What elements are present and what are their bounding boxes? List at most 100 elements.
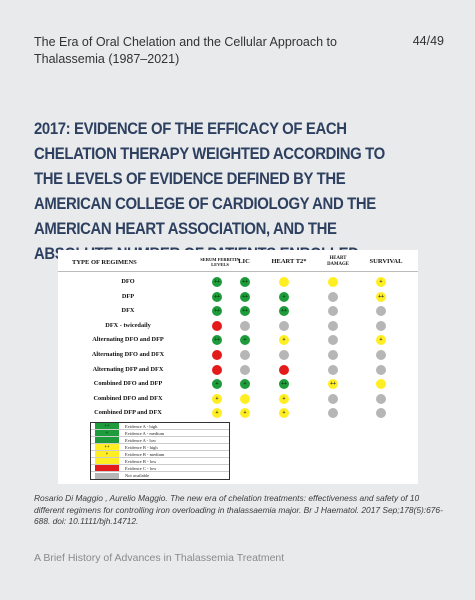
evidence-dot [328, 408, 338, 419]
slide-header: The Era of Oral Chelation and the Cellul… [34, 34, 444, 68]
evidence-dot: ++ [376, 291, 386, 302]
evidence-dot: + [376, 277, 386, 287]
evidence-dot: ++ [279, 379, 289, 390]
legend-entry: + Evidence A - medium [91, 430, 229, 437]
legend-swatch [95, 472, 119, 479]
table-row: Alternating DFP and DFX [58, 363, 418, 378]
table-row: DFX ++ ++ ++ [58, 304, 418, 319]
column-header-serum-ferritin: SERUM FERRITIN LEVELS [200, 257, 240, 267]
evidence-dot: ++ [279, 306, 289, 317]
evidence-dot: ++ [212, 335, 222, 346]
regimen-label: DFO [121, 278, 135, 285]
evidence-dot: ++ [212, 306, 222, 317]
legend-swatch: ++ [95, 423, 119, 429]
evidence-dot [279, 277, 289, 287]
evidence-dot [376, 408, 386, 419]
evidence-dot [328, 350, 338, 360]
table-row: Alternating DFO and DFP ++ + + + [58, 333, 418, 348]
evidence-dot: + [212, 408, 222, 419]
evidence-dot [279, 320, 289, 331]
regimen-label: DFX - twicedaily [105, 321, 151, 329]
evidence-dot: ++ [212, 277, 222, 287]
evidence-dot [328, 364, 338, 375]
legend-swatch [95, 458, 119, 464]
regimen-column-header: TYPE OF REGIMENS [72, 259, 137, 266]
evidence-dot [240, 393, 250, 404]
evidence-dot [376, 320, 386, 331]
legend-label: Evidence B - low [125, 458, 157, 464]
evidence-legend: ++ Evidence A - high + Evidence A - medium E… [90, 422, 230, 480]
evidence-dot: + [376, 335, 386, 346]
evidence-dot [376, 350, 386, 360]
column-header-survival: SURVIVAL [369, 258, 403, 265]
table-row: Combined DFO and DFX + + [58, 392, 418, 407]
column-header-heart-t2: HEART T2* [271, 258, 307, 265]
evidence-dot: ++ [240, 277, 250, 287]
evidence-dot [279, 364, 289, 375]
legend-label: Evidence C - low [125, 465, 157, 471]
evidence-dot [240, 320, 250, 331]
evidence-dot [240, 350, 250, 360]
table-header: TYPE OF REGIMENS SERUM FERRITIN LEVELS L… [58, 256, 418, 272]
legend-entry: Evidence B - low [91, 458, 229, 465]
regimen-label: Combined DFP and DFX [94, 409, 162, 417]
evidence-dot: ++ [240, 291, 250, 302]
legend-entry: ++ Evidence A - high [91, 423, 229, 430]
presentation-title: The Era of Oral Chelation and the Cellul… [34, 35, 337, 66]
footer-text: A Brief History of Advances in Thalassem… [34, 552, 285, 564]
citation: Rosario Di Maggio , Aurelio Maggio. The … [34, 493, 443, 526]
legend-entry: Evidence C - low [91, 465, 229, 472]
legend-entry: + Evidence B - medium [91, 451, 229, 458]
evidence-dot: + [240, 379, 250, 390]
table-row: DFO ++ ++ + [58, 275, 418, 290]
table-row: Combined DFO and DFP + + ++ ++ [58, 377, 418, 392]
slide-heading: 2017: Evidence of the efficacy of each c… [34, 120, 385, 263]
evidence-dot [376, 306, 386, 317]
table-row: DFP ++ ++ + ++ [58, 290, 418, 305]
legend-label: Not available [125, 473, 150, 478]
evidence-dot [328, 393, 338, 404]
legend-entry: Not available [91, 472, 229, 479]
evidence-dot: + [279, 408, 289, 419]
evidence-dot [328, 306, 338, 317]
evidence-dot: + [240, 408, 250, 419]
regimen-label: Combined DFO and DFX [93, 394, 163, 402]
evidence-dot [328, 335, 338, 346]
evidence-dot [376, 379, 386, 390]
evidence-dot [328, 320, 338, 331]
evidence-dot [376, 364, 386, 375]
legend-swatch: + [95, 451, 119, 457]
regimen-label: DFP [121, 292, 135, 300]
evidence-dot [328, 277, 338, 287]
evidence-dot: + [279, 291, 289, 302]
legend-swatch: + [95, 430, 119, 436]
evidence-dot: ++ [240, 306, 250, 317]
regimen-label: Alternating DFO and DFX [91, 351, 165, 358]
legend-entry: Evidence A - low [91, 437, 229, 444]
evidence-dot: ++ [212, 291, 222, 302]
evidence-dot: + [279, 393, 289, 404]
regimen-label: Combined DFO and DFP [93, 380, 163, 388]
regimen-label: Alternating DFP and DFX [92, 365, 164, 373]
regimen-label: DFX [121, 307, 135, 315]
evidence-dot [376, 393, 386, 404]
evidence-dot [240, 364, 250, 375]
table-row: Alternating DFO and DFX [58, 348, 418, 363]
page-number: 44/49 [412, 34, 444, 48]
table-row: DFX - twicedaily [58, 319, 418, 334]
legend-swatch: ++ [95, 444, 119, 450]
legend-entry: ++ Evidence B - high [91, 444, 229, 451]
legend-label: Evidence A - low [125, 437, 157, 443]
legend-label: Evidence A - medium [125, 430, 165, 436]
evidence-dot: ++ [328, 379, 338, 390]
evidence-dot [279, 350, 289, 360]
evidence-dot [212, 364, 222, 375]
legend-swatch [95, 465, 119, 471]
evidence-dot [328, 291, 338, 302]
evidence-dot: + [240, 335, 250, 346]
column-header-lic: LIC [238, 258, 250, 265]
regimen-label: Alternating DFO and DFP [92, 336, 164, 344]
evidence-dot: + [212, 393, 222, 404]
evidence-dot [212, 320, 222, 331]
evidence-dot: + [279, 335, 289, 346]
